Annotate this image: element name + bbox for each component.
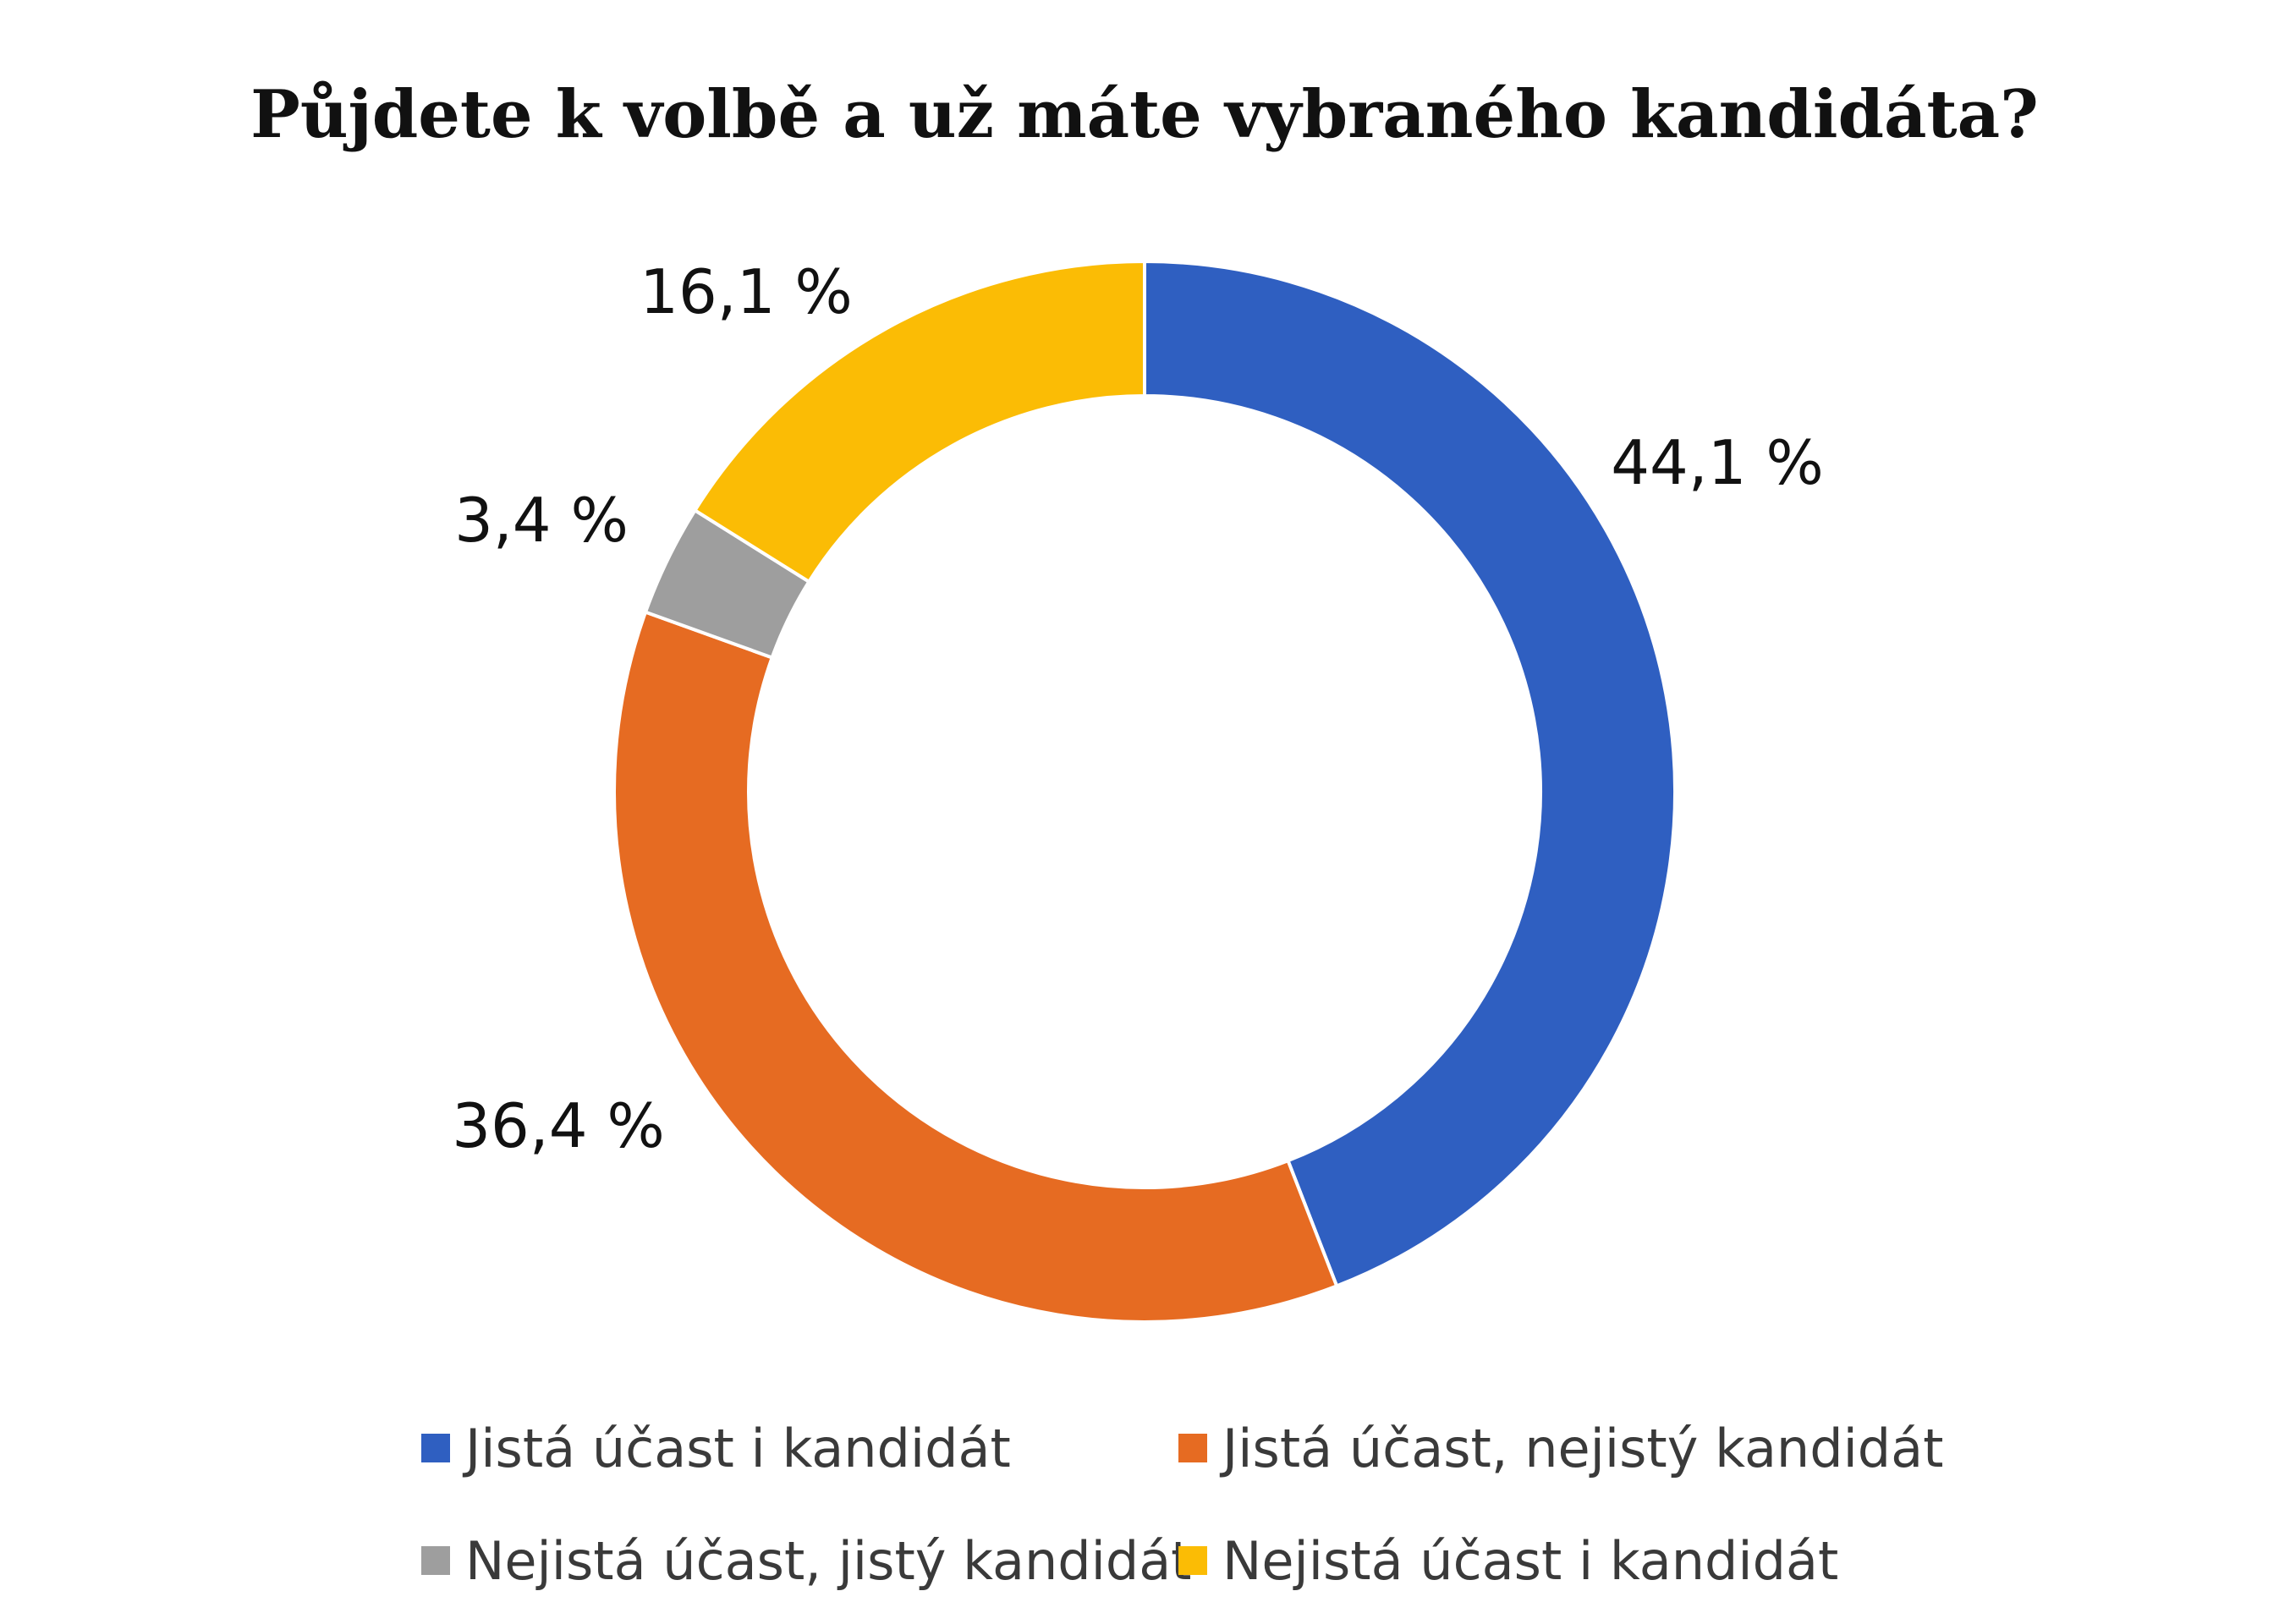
value-labels: 44,1 % 36,4 % 3,4 % 16,1 % bbox=[452, 256, 1824, 1161]
legend-label: Nejistá účast, jistý kandidát bbox=[465, 1530, 1192, 1592]
legend-item-nejista-ucast-i-kandidat: Nejistá účast i kandidát bbox=[1178, 1530, 1838, 1592]
legend-swatch bbox=[421, 1434, 450, 1462]
legend-swatch bbox=[1178, 1546, 1207, 1575]
legend-label: Jistá účast, nejistý kandidát bbox=[1219, 1418, 1943, 1479]
value-label-nejista-ucast-jisty-kandidat: 3,4 % bbox=[454, 485, 629, 556]
donut-slice-jista-ucast-nejisty-kandidat bbox=[612, 610, 1339, 1324]
value-label-jista-ucast-i-kandidat: 44,1 % bbox=[1611, 427, 1824, 498]
legend-item-nejista-ucast-jisty-kandidat: Nejistá účast, jistý kandidát bbox=[421, 1530, 1192, 1592]
legend-item-jista-ucast-nejisty-kandidat: Jistá účast, nejistý kandidát bbox=[1178, 1418, 1943, 1479]
legend-item-jista-ucast-i-kandidat: Jistá účast i kandidát bbox=[421, 1418, 1011, 1479]
value-label-nejista-ucast-i-kandidat: 16,1 % bbox=[640, 256, 853, 327]
chart-title: Půjdete k volbě a už máte vybraného kand… bbox=[250, 76, 2039, 153]
legend-swatch bbox=[1178, 1434, 1207, 1462]
donut-slice-nejista-ucast-i-kandidat bbox=[692, 259, 1146, 584]
legend-label: Nejistá účast i kandidát bbox=[1222, 1530, 1838, 1592]
legend: Jistá účast i kandidát Jistá účast, nejis… bbox=[421, 1418, 1943, 1592]
legend-label: Jistá účast i kandidát bbox=[462, 1418, 1011, 1479]
donut-slices bbox=[612, 259, 1677, 1324]
value-label-jista-ucast-nejisty-kandidat: 36,4 % bbox=[452, 1090, 665, 1161]
donut-slice-jista-ucast-i-kandidat bbox=[1143, 259, 1677, 1289]
legend-swatch bbox=[421, 1546, 450, 1575]
